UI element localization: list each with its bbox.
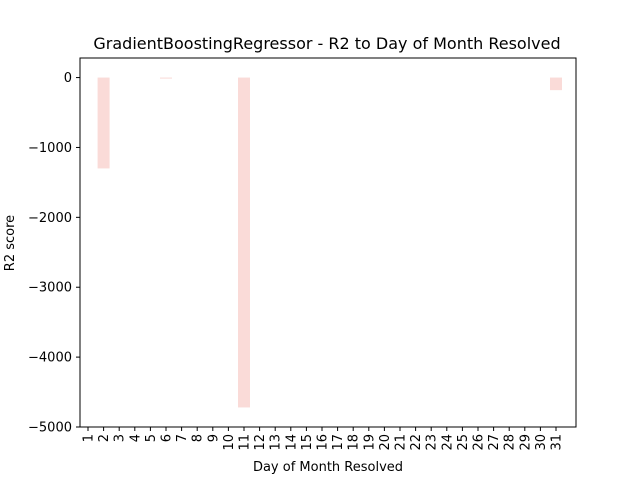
x-tick-label: 17 — [331, 434, 346, 451]
y-tick-label: −2000 — [28, 211, 72, 226]
bar-day-31 — [550, 77, 562, 91]
x-tick-label: 19 — [362, 434, 377, 451]
x-tick-label: 28 — [503, 434, 518, 451]
y-tick-label: 0 — [64, 71, 72, 86]
x-tick-label: 22 — [409, 434, 424, 451]
x-tick-label: 8 — [191, 434, 206, 442]
x-tick-label: 31 — [550, 434, 565, 451]
x-tick-label: 3 — [113, 434, 128, 442]
x-tick-label: 27 — [487, 434, 502, 451]
x-tick-label: 1 — [82, 434, 97, 442]
x-tick-label: 11 — [238, 434, 253, 451]
x-axis-label: Day of Month Resolved — [253, 460, 403, 475]
bar-day-6 — [160, 77, 172, 79]
y-axis: 0 −1000 −2000 −3000 −4000 −5000 — [28, 71, 80, 436]
x-tick-label: 18 — [347, 434, 362, 451]
x-tick-label: 5 — [144, 434, 159, 442]
x-axis: 1 2 3 4 5 6 7 8 9 10 11 12 13 14 15 16 17 18 19 20 21 22 23 24 2… — [82, 427, 565, 451]
plot-frame — [79, 57, 577, 428]
x-tick-label: 20 — [378, 434, 393, 451]
bars-group — [82, 77, 562, 408]
x-tick-label: 12 — [253, 434, 268, 451]
x-tick-label: 21 — [394, 434, 409, 451]
y-tick-label: −5000 — [28, 421, 72, 436]
x-tick-label: 2 — [97, 434, 112, 442]
x-tick-label: 4 — [128, 434, 143, 442]
x-tick-label: 9 — [206, 434, 221, 442]
x-tick-label: 15 — [300, 434, 315, 451]
x-tick-label: 10 — [222, 434, 237, 451]
x-tick-label: 13 — [269, 434, 284, 451]
x-tick-label: 25 — [456, 434, 471, 451]
x-tick-label: 30 — [534, 434, 549, 451]
x-tick-label: 14 — [284, 434, 299, 451]
x-tick-label: 7 — [175, 434, 190, 442]
x-tick-label: 29 — [518, 434, 533, 451]
bar-day-11 — [238, 77, 250, 408]
x-tick-label: 16 — [316, 434, 331, 451]
x-tick-label: 6 — [160, 434, 175, 442]
y-tick-label: −3000 — [28, 281, 72, 296]
bar-day-2 — [97, 77, 110, 169]
chart-title: GradientBoostingRegressor - R2 to Day of… — [93, 34, 560, 53]
y-tick-label: −4000 — [28, 351, 72, 366]
y-axis-label: R2 score — [3, 215, 18, 271]
y-tick-label: −1000 — [28, 141, 72, 156]
x-tick-label: 23 — [425, 434, 440, 451]
x-tick-label: 24 — [440, 434, 455, 451]
x-tick-label: 26 — [472, 434, 487, 451]
